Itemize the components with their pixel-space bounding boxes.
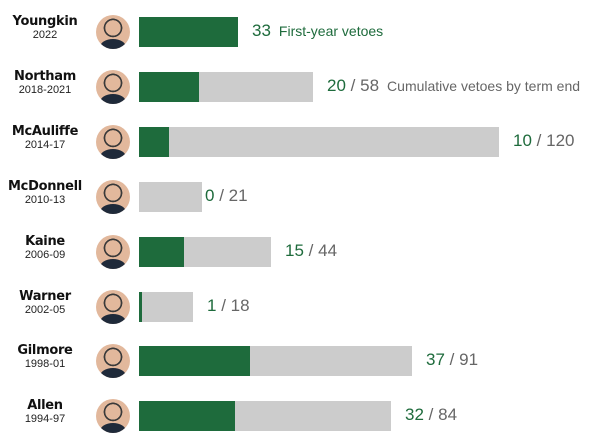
total-value: 21 bbox=[228, 185, 248, 205]
governor-row: Kaine 2006-09 15 / 44 bbox=[0, 234, 600, 269]
governor-name: Youngkin bbox=[12, 14, 78, 29]
governor-name: Northam bbox=[14, 68, 76, 84]
total-vetoes-bar bbox=[139, 126, 499, 157]
first-year-value: 33 bbox=[252, 21, 271, 40]
value-label: 37 / 91 bbox=[426, 350, 478, 370]
governor-label: Allen 1994-97 bbox=[0, 398, 90, 425]
total-vetoes-bar bbox=[139, 181, 202, 212]
governor-years: 2022 bbox=[32, 29, 58, 41]
first-year-vetoes-bar bbox=[139, 401, 235, 432]
governor-photo bbox=[96, 15, 130, 49]
governor-photo bbox=[96, 399, 130, 434]
value-label: 15 / 44 bbox=[285, 241, 337, 261]
total-separator: / bbox=[449, 350, 455, 370]
governor-photo bbox=[96, 344, 130, 379]
first-year-vetoes-bar bbox=[139, 71, 199, 102]
governor-years: 2018-2021 bbox=[18, 83, 72, 96]
governor-label: Youngkin 2022 bbox=[0, 14, 90, 41]
total-value: 84 bbox=[438, 405, 458, 425]
governor-row: Youngkin 2022 33 First-year vetoes bbox=[0, 14, 600, 49]
total-vetoes-bar bbox=[139, 236, 271, 267]
first-year-value: 10 bbox=[513, 130, 532, 150]
first-year-vetoes-bar bbox=[139, 291, 142, 322]
total-vetoes-bar bbox=[139, 291, 193, 322]
governor-name: McAuliffe bbox=[11, 123, 79, 139]
total-vetoes-bar bbox=[139, 17, 238, 47]
total-separator: / bbox=[219, 185, 224, 205]
total-separator: / bbox=[428, 405, 434, 425]
governor-row: Northam 2018-2021 20 / 58 Cumulative vetoe… bbox=[0, 69, 600, 104]
governor-label: Gilmore 1998-01 bbox=[0, 343, 90, 370]
governor-label: Kaine 2006-09 bbox=[0, 234, 90, 261]
first-year-value: 0 bbox=[205, 185, 215, 205]
value-label: 10 / 120 bbox=[513, 131, 575, 151]
total-separator: / bbox=[536, 130, 542, 150]
total-separator: / bbox=[350, 75, 356, 95]
governor-name: Allen bbox=[27, 398, 63, 414]
governor-label: Warner 2002-05 bbox=[0, 289, 90, 316]
governor-row: Gilmore 1998-01 37 / 91 bbox=[0, 343, 600, 379]
governor-name: Warner bbox=[19, 288, 71, 304]
total-value: 58 bbox=[360, 75, 380, 95]
total-separator: / bbox=[308, 240, 314, 260]
governor-photo bbox=[96, 69, 130, 104]
governor-years: 1998-01 bbox=[24, 358, 66, 371]
first-year-vetoes-bar bbox=[139, 346, 250, 377]
total-vetoes-bar bbox=[139, 401, 391, 432]
first-year-value: 15 bbox=[285, 240, 304, 260]
governor-years: 2014-17 bbox=[24, 138, 66, 151]
total-value: 120 bbox=[546, 130, 575, 150]
value-label: 32 / 84 bbox=[405, 405, 457, 425]
governor-row: McAuliffe 2014-17 10 / 120 bbox=[0, 124, 600, 159]
governor-row: McDonnell 2010-13 0 / 21 bbox=[0, 179, 600, 214]
value-label: 0 / 21 bbox=[205, 186, 248, 206]
governor-name: Gilmore bbox=[17, 343, 73, 359]
value-label: 33 First-year vetoes bbox=[252, 21, 383, 41]
total-vetoes-bar bbox=[139, 71, 313, 102]
governor-label: McAuliffe 2014-17 bbox=[0, 124, 90, 151]
governor-label: McDonnell 2010-13 bbox=[0, 179, 90, 206]
governor-photo bbox=[96, 124, 130, 159]
governor-photo bbox=[96, 179, 130, 214]
governor-row: Allen 1994-97 32 / 84 bbox=[0, 398, 600, 434]
governor-years: 2010-13 bbox=[24, 193, 66, 206]
governor-label: Northam 2018-2021 bbox=[0, 69, 90, 96]
value-label: 20 / 58 Cumulative vetoes by term end bbox=[327, 76, 580, 96]
total-vetoes-bar bbox=[139, 346, 412, 377]
governor-years: 2002-05 bbox=[24, 303, 66, 316]
first-year-value: 32 bbox=[405, 405, 424, 425]
first-year-value: 20 bbox=[327, 75, 346, 95]
governor-row: Warner 2002-05 1 / 18 bbox=[0, 289, 600, 324]
total-value: 18 bbox=[230, 295, 250, 315]
value-label: 1 / 18 bbox=[207, 296, 250, 316]
governor-years: 1994-97 bbox=[24, 413, 66, 426]
total-separator: / bbox=[221, 295, 226, 315]
governor-photo bbox=[96, 289, 130, 324]
governor-years: 2006-09 bbox=[24, 248, 66, 261]
governor-name: Kaine bbox=[25, 233, 65, 249]
total-value: 91 bbox=[459, 350, 479, 370]
governor-name: McDonnell bbox=[8, 178, 82, 194]
total-value: 44 bbox=[318, 240, 338, 260]
legend-note: First-year vetoes bbox=[278, 23, 384, 39]
first-year-value: 37 bbox=[426, 350, 445, 370]
first-year-vetoes-bar bbox=[139, 17, 238, 47]
first-year-value: 1 bbox=[207, 295, 217, 315]
governor-photo bbox=[96, 234, 130, 269]
first-year-vetoes-bar bbox=[139, 126, 169, 157]
first-year-vetoes-bar bbox=[139, 236, 184, 267]
legend-note: Cumulative vetoes by term end bbox=[387, 77, 581, 94]
